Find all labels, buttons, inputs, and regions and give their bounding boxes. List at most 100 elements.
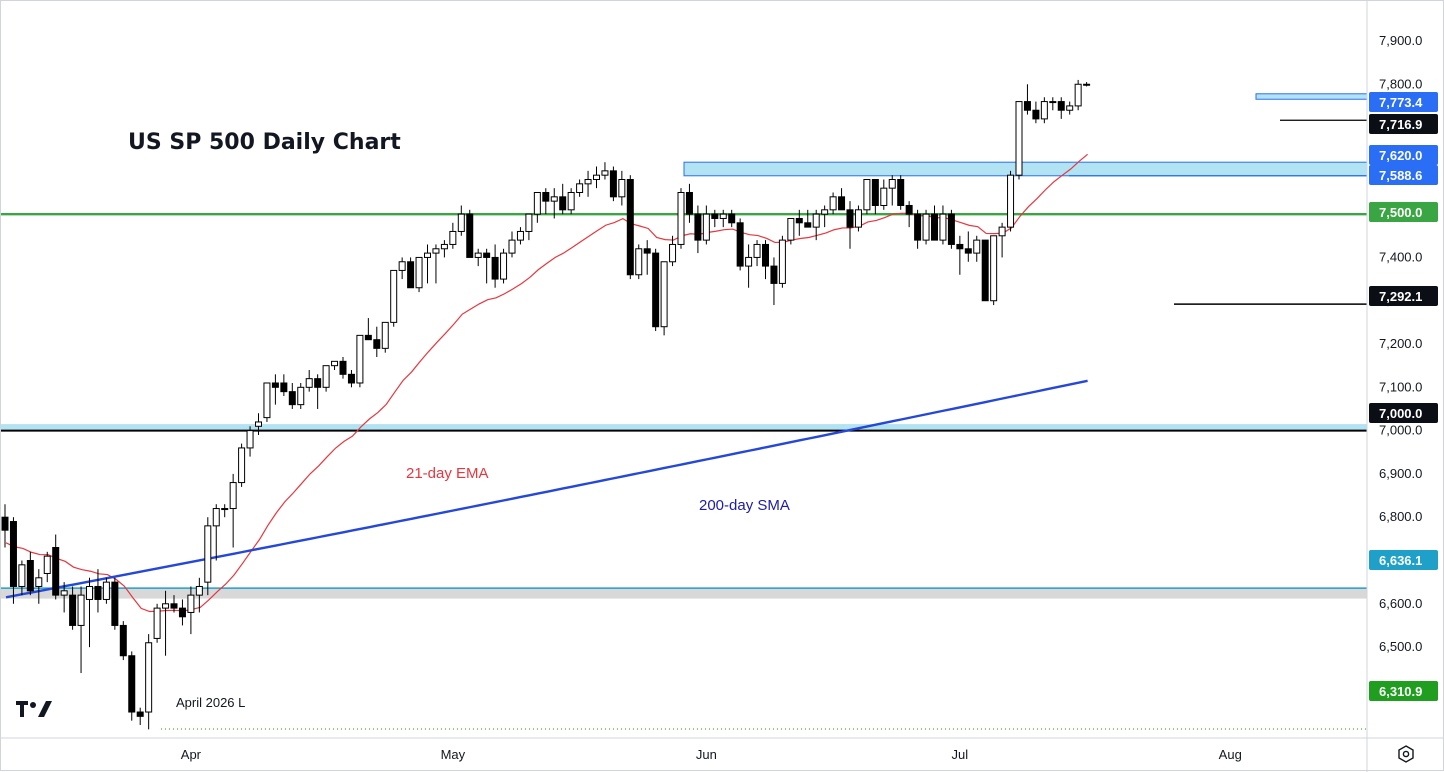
candle[interactable]	[618, 170, 626, 206]
candle[interactable]	[508, 231, 516, 258]
candle[interactable]	[1023, 84, 1031, 115]
candle[interactable]	[660, 261, 668, 336]
candle[interactable]	[685, 183, 693, 223]
candle[interactable]	[119, 621, 127, 661]
candle[interactable]	[1074, 79, 1082, 111]
candle[interactable]	[542, 188, 550, 215]
candle[interactable]	[407, 257, 415, 289]
candle[interactable]	[35, 569, 43, 604]
candle[interactable]	[635, 244, 643, 280]
candle[interactable]	[787, 217, 795, 245]
candle[interactable]	[1015, 101, 1023, 180]
candle[interactable]	[736, 218, 744, 271]
candle[interactable]	[145, 634, 153, 730]
candle[interactable]	[69, 586, 77, 630]
candle[interactable]	[86, 577, 93, 648]
candle[interactable]	[838, 188, 846, 211]
candle[interactable]	[466, 209, 474, 258]
candle[interactable]	[271, 374, 279, 405]
candle[interactable]	[533, 191, 541, 223]
candle[interactable]	[162, 590, 170, 656]
candle[interactable]	[364, 318, 372, 341]
candle[interactable]	[576, 179, 584, 197]
candle[interactable]	[449, 222, 457, 249]
candle[interactable]	[795, 209, 803, 236]
candle[interactable]	[863, 179, 871, 215]
candle[interactable]	[255, 413, 262, 435]
time-axis[interactable]: Apr May Jun Jul Aug	[1, 737, 1444, 762]
candle[interactable]	[474, 248, 482, 267]
candle[interactable]	[1007, 170, 1015, 232]
candle[interactable]	[897, 175, 905, 210]
candle[interactable]	[804, 209, 812, 228]
candle[interactable]	[770, 257, 778, 306]
candle[interactable]	[931, 205, 938, 241]
candle[interactable]	[238, 443, 246, 487]
candle[interactable]	[356, 334, 364, 388]
candle[interactable]	[187, 586, 195, 635]
candle[interactable]	[601, 162, 609, 180]
candle[interactable]	[990, 235, 998, 306]
candle[interactable]	[246, 426, 254, 457]
candle[interactable]	[128, 651, 136, 721]
candle[interactable]	[821, 205, 829, 228]
candle[interactable]	[694, 205, 702, 254]
candle[interactable]	[440, 240, 448, 258]
candle[interactable]	[491, 244, 499, 288]
candle[interactable]	[728, 209, 736, 228]
candle[interactable]	[939, 205, 947, 245]
candle[interactable]	[457, 205, 465, 236]
candle[interactable]	[762, 240, 769, 280]
candle[interactable]	[609, 166, 617, 202]
candle[interactable]	[1040, 97, 1048, 124]
candle[interactable]	[559, 183, 567, 215]
candle[interactable]	[854, 205, 862, 232]
candle[interactable]	[871, 179, 879, 215]
candle[interactable]	[94, 569, 102, 613]
candle[interactable]	[43, 551, 51, 583]
gear-icon[interactable]	[1398, 745, 1414, 763]
candle[interactable]	[516, 227, 524, 245]
candle[interactable]	[652, 248, 660, 332]
candle[interactable]	[1066, 101, 1074, 115]
candle[interactable]	[331, 360, 339, 370]
candle[interactable]	[390, 269, 398, 327]
candle[interactable]	[111, 577, 119, 630]
candle[interactable]	[500, 248, 508, 284]
candle[interactable]	[914, 209, 922, 249]
candle[interactable]	[483, 248, 491, 284]
candle[interactable]	[432, 244, 440, 284]
candle[interactable]	[153, 603, 161, 643]
candle[interactable]	[702, 205, 710, 245]
candle[interactable]	[669, 235, 677, 267]
candle[interactable]	[778, 235, 786, 288]
candle[interactable]	[102, 577, 110, 604]
candle[interactable]	[204, 517, 212, 596]
candle[interactable]	[1, 504, 9, 548]
candle[interactable]	[593, 166, 600, 189]
candle[interactable]	[846, 201, 854, 249]
candle[interactable]	[415, 256, 423, 293]
candle[interactable]	[880, 179, 888, 210]
candle[interactable]	[973, 235, 981, 262]
candle[interactable]	[905, 201, 913, 228]
candle[interactable]	[221, 504, 229, 518]
candle[interactable]	[888, 175, 896, 206]
candle[interactable]	[626, 175, 634, 280]
candle[interactable]	[956, 235, 964, 275]
candle[interactable]	[195, 577, 203, 613]
candle[interactable]	[424, 244, 431, 284]
candle[interactable]	[584, 170, 592, 197]
candle[interactable]	[229, 473, 237, 548]
candle[interactable]	[745, 244, 753, 288]
candles-layer[interactable]	[1, 79, 1091, 730]
candle[interactable]	[1083, 82, 1091, 87]
candle[interactable]	[18, 560, 26, 596]
candle[interactable]	[314, 374, 322, 409]
candle[interactable]	[812, 209, 820, 241]
candle[interactable]	[643, 240, 651, 275]
candle[interactable]	[280, 374, 288, 396]
candle[interactable]	[829, 192, 837, 215]
candle[interactable]	[26, 551, 34, 596]
